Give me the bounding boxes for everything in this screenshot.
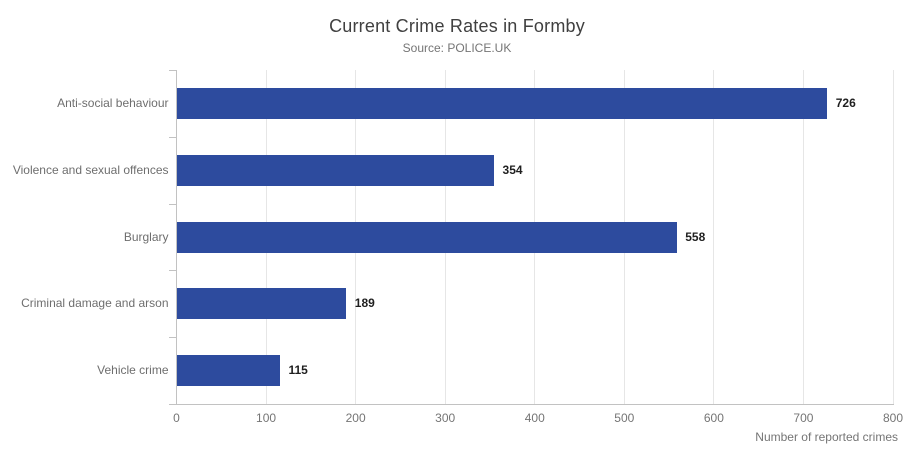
x-tick-label: 100 (256, 411, 277, 425)
x-tick-label: 200 (345, 411, 366, 425)
y-axis-tick (168, 70, 177, 71)
bar-value-label: 726 (835, 95, 856, 110)
category-label: Burglary (123, 229, 169, 244)
category-label: Criminal damage and arson (21, 296, 169, 311)
bar-value-label: 115 (288, 363, 308, 378)
y-axis-tick (168, 337, 177, 339)
bar-value-label: 189 (354, 296, 375, 311)
x-tick-label: 300 (435, 411, 456, 425)
chart-title: Current Crime Rates in Formby (329, 16, 585, 36)
category-label: Anti-social behaviour (57, 96, 169, 110)
x-tick-label: 400 (524, 411, 545, 425)
bar[interactable] (177, 355, 280, 387)
x-tick-label: 800 (882, 411, 904, 425)
y-axis-line (176, 70, 177, 404)
bar[interactable] (177, 221, 677, 253)
x-tick-label: 500 (614, 411, 635, 425)
x-tick-label: 700 (793, 411, 814, 425)
x-tick-label: 600 (703, 411, 724, 425)
x-tick-label: 0 (173, 411, 180, 425)
grid-line (802, 70, 804, 404)
x-axis-title: Number of reported crimes (755, 430, 898, 444)
grid-line (892, 70, 894, 404)
bar-value-label: 354 (502, 162, 523, 177)
bar-value-label: 558 (685, 229, 706, 244)
grid-line (713, 70, 715, 404)
bar[interactable] (177, 154, 495, 186)
y-axis-tick (168, 203, 177, 205)
y-axis-tick (168, 270, 177, 272)
bar[interactable] (177, 288, 347, 320)
x-axis-line (176, 404, 894, 405)
category-label: Vehicle crime (97, 363, 169, 378)
y-axis-tick (168, 136, 177, 138)
category-label: Violence and sexual offences (12, 162, 169, 177)
y-axis-tick (168, 404, 177, 405)
chart-subtitle: Source: POLICE.UK (402, 41, 512, 55)
bar[interactable] (177, 87, 828, 119)
